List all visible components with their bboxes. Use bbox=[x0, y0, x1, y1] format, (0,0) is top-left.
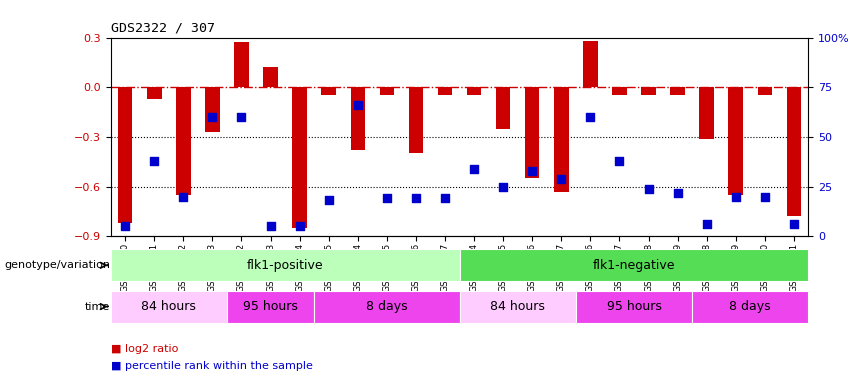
Bar bbox=[460, 291, 576, 322]
Point bbox=[613, 158, 626, 164]
Bar bbox=[147, 87, 162, 99]
Text: 84 hours: 84 hours bbox=[490, 300, 545, 313]
Text: ■ percentile rank within the sample: ■ percentile rank within the sample bbox=[111, 361, 312, 371]
Point bbox=[758, 194, 772, 200]
Point bbox=[118, 224, 132, 230]
Point bbox=[525, 168, 539, 174]
Text: 8 days: 8 days bbox=[729, 300, 771, 313]
Bar bbox=[176, 87, 191, 195]
Text: flk1-negative: flk1-negative bbox=[593, 259, 675, 272]
Text: GDS2322 / 307: GDS2322 / 307 bbox=[111, 22, 214, 35]
Point bbox=[555, 176, 568, 181]
Bar bbox=[583, 41, 597, 87]
Point bbox=[438, 195, 452, 201]
Point bbox=[380, 195, 394, 201]
Bar bbox=[293, 87, 307, 228]
Bar bbox=[612, 87, 626, 96]
Point bbox=[147, 158, 161, 164]
Point bbox=[729, 194, 743, 200]
Point bbox=[700, 221, 713, 227]
Point bbox=[322, 198, 335, 204]
Point bbox=[642, 186, 655, 192]
Bar bbox=[380, 87, 394, 96]
Bar bbox=[322, 87, 336, 96]
Text: 95 hours: 95 hours bbox=[243, 300, 298, 313]
Bar bbox=[205, 87, 220, 132]
Bar bbox=[757, 87, 772, 96]
Point bbox=[787, 221, 801, 227]
Point bbox=[351, 102, 364, 108]
Bar bbox=[671, 87, 685, 96]
Point bbox=[206, 114, 220, 120]
Bar bbox=[351, 87, 365, 150]
Point bbox=[671, 189, 684, 195]
Bar bbox=[728, 87, 743, 195]
Bar bbox=[700, 87, 714, 138]
Text: time: time bbox=[85, 302, 110, 312]
Point bbox=[409, 195, 423, 201]
Bar bbox=[111, 249, 460, 281]
Bar bbox=[576, 291, 692, 322]
Point bbox=[496, 184, 510, 190]
Bar bbox=[118, 87, 133, 223]
Bar bbox=[525, 87, 540, 178]
Bar bbox=[554, 87, 568, 192]
Bar bbox=[263, 68, 277, 87]
Bar bbox=[111, 291, 227, 322]
Bar bbox=[460, 249, 808, 281]
Point bbox=[176, 194, 190, 200]
Point bbox=[264, 224, 277, 230]
Bar bbox=[642, 87, 656, 96]
Point bbox=[235, 114, 248, 120]
Text: 95 hours: 95 hours bbox=[607, 300, 661, 313]
Text: flk1-positive: flk1-positive bbox=[247, 259, 323, 272]
Text: ■ log2 ratio: ■ log2 ratio bbox=[111, 344, 178, 354]
Bar bbox=[786, 87, 801, 216]
Bar bbox=[408, 87, 423, 153]
Bar bbox=[692, 291, 808, 322]
Text: 8 days: 8 days bbox=[366, 300, 408, 313]
Text: genotype/variation: genotype/variation bbox=[4, 260, 110, 270]
Bar bbox=[467, 87, 482, 96]
Point bbox=[293, 224, 306, 230]
Bar bbox=[437, 87, 452, 96]
Point bbox=[584, 114, 597, 120]
Bar bbox=[496, 87, 511, 129]
Bar bbox=[227, 291, 314, 322]
Bar bbox=[234, 42, 248, 87]
Text: 84 hours: 84 hours bbox=[141, 300, 197, 313]
Bar bbox=[314, 291, 460, 322]
Point bbox=[467, 166, 481, 172]
